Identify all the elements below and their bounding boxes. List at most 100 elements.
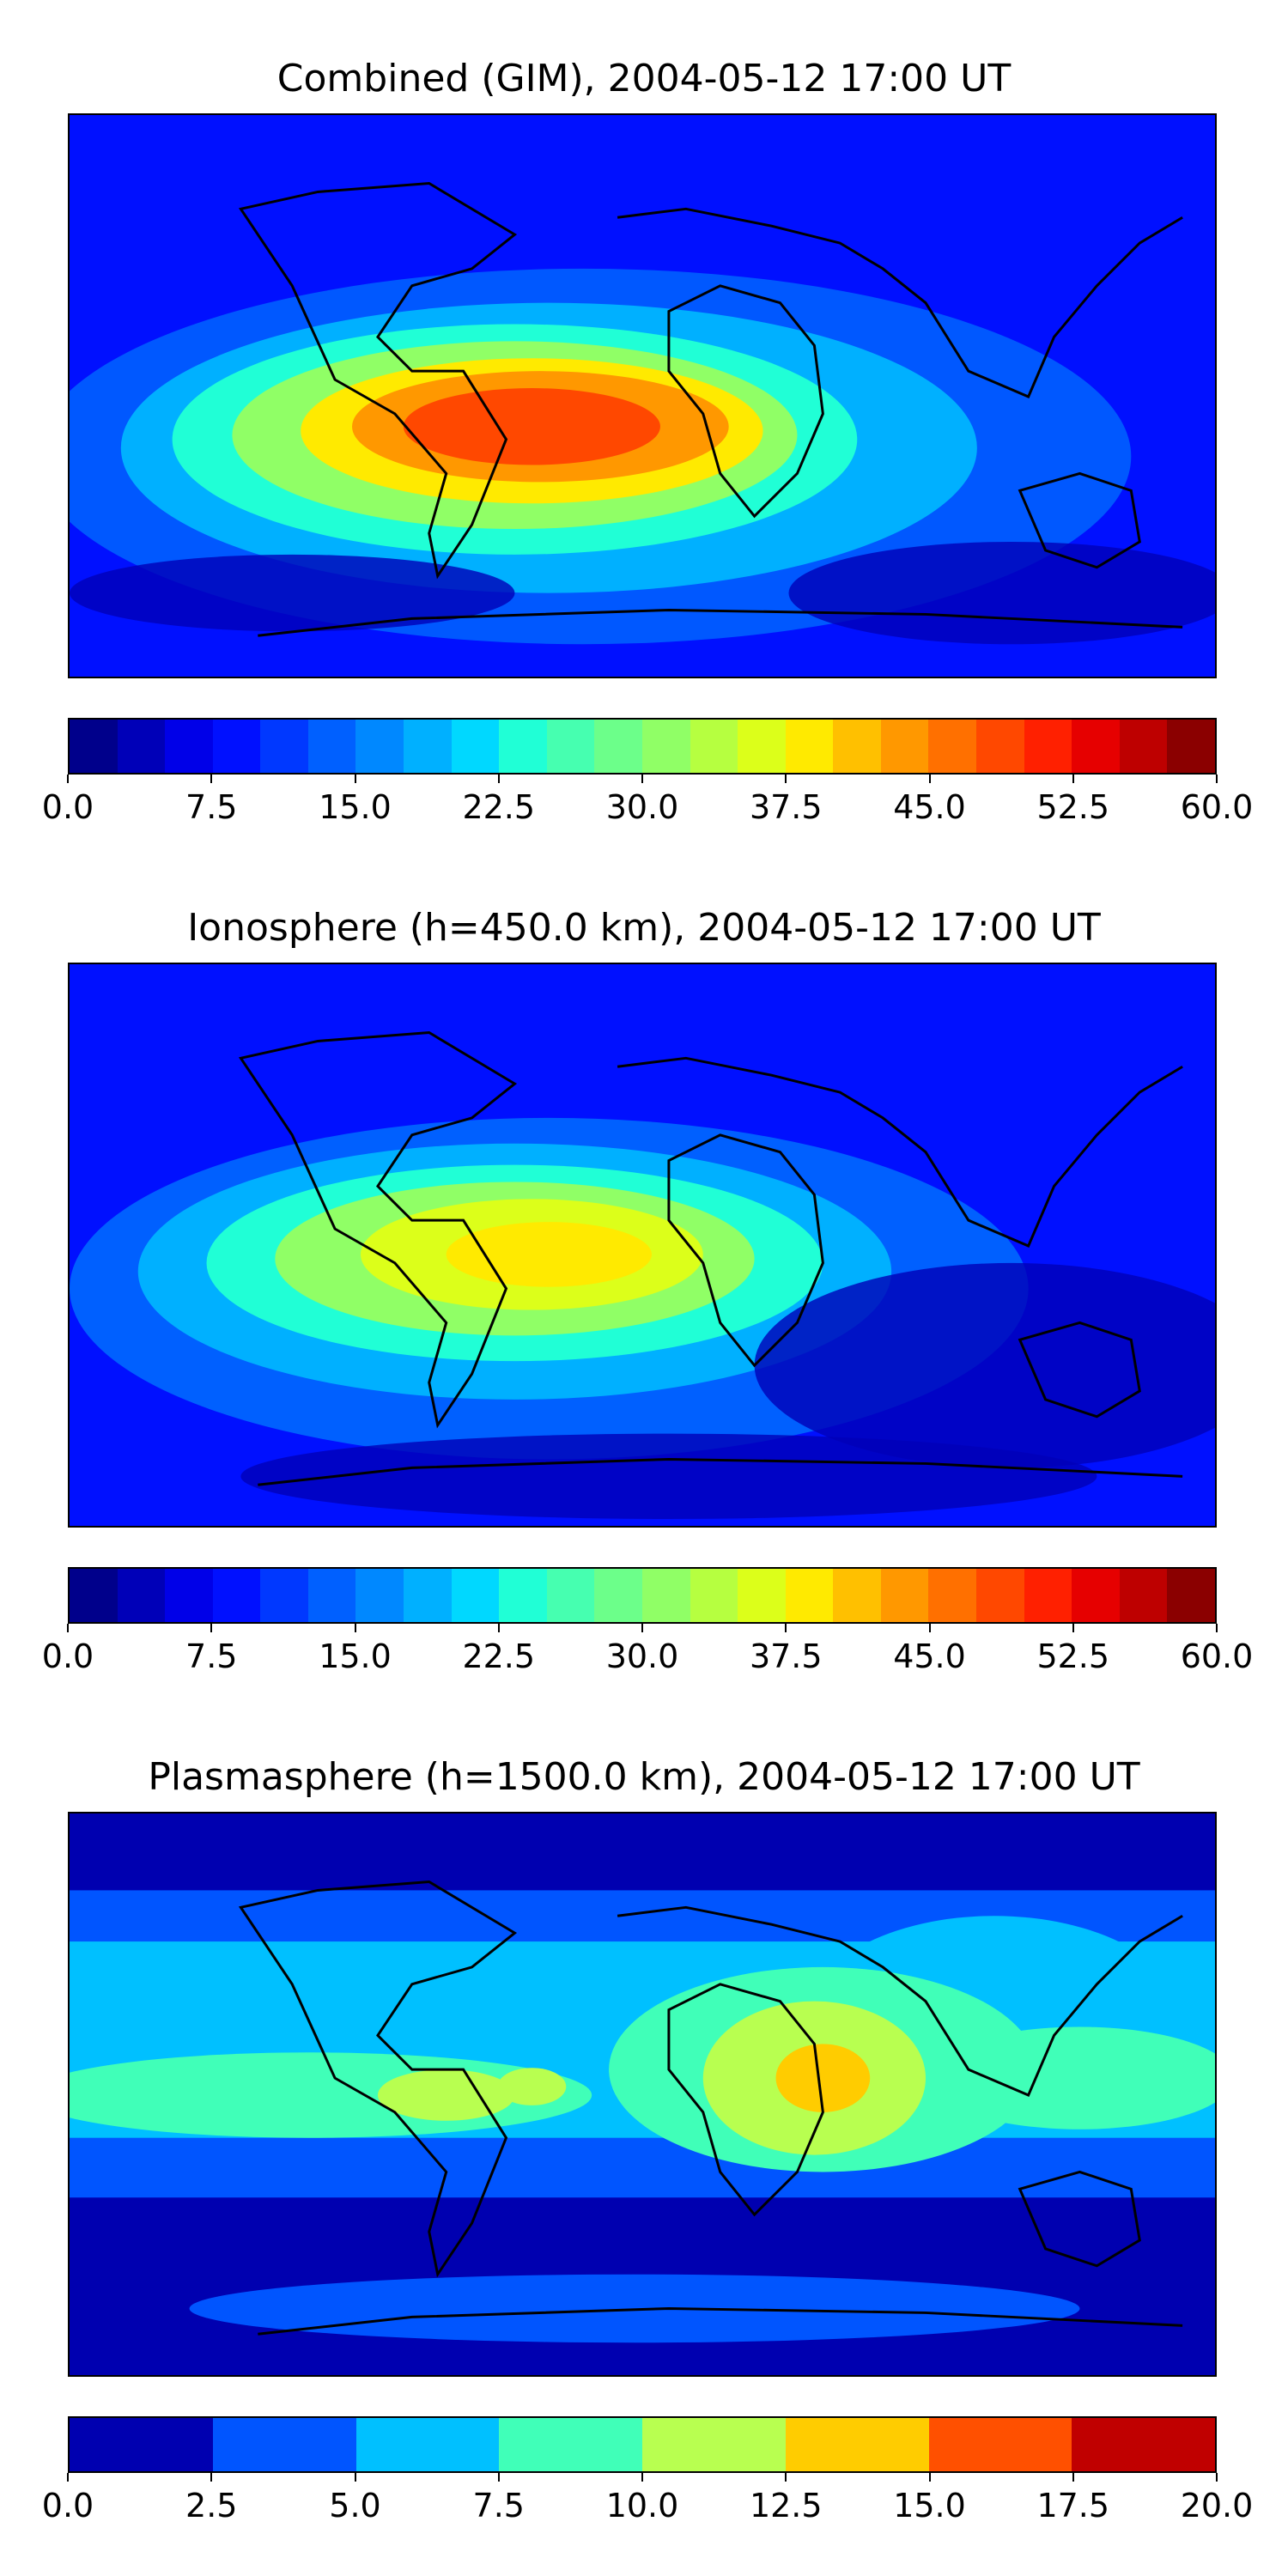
colorbar-tick-label: 7.5 xyxy=(185,788,238,826)
colorbar-segment xyxy=(212,720,261,773)
colorbar-tick-mark xyxy=(641,2473,643,2482)
colorbar-segment xyxy=(404,720,452,773)
colorbar-tick-label: 45.0 xyxy=(893,1637,966,1675)
tec-contour-map xyxy=(70,1814,1215,2375)
colorbar-tick-mark xyxy=(67,775,69,783)
colorbar-tick-label: 0.0 xyxy=(41,2487,94,2524)
colorbar-segment xyxy=(117,1569,166,1622)
colorbar-segment xyxy=(355,720,404,773)
colorbar-segment xyxy=(212,2418,356,2471)
colorbar-segment xyxy=(1167,720,1215,773)
colorbar-tick-label: 37.5 xyxy=(749,1637,823,1675)
colorbar-segment xyxy=(499,720,547,773)
colorbar-tick-label: 22.5 xyxy=(462,788,536,826)
colorbar-tick-mark xyxy=(785,2473,787,2482)
colorbar-segment xyxy=(738,720,786,773)
colorbar-segment xyxy=(690,720,738,773)
colorbar-segment xyxy=(451,720,500,773)
colorbar-tick-label: 30.0 xyxy=(605,1637,679,1675)
colorbar-tick-label: 17.5 xyxy=(1036,2487,1110,2524)
colorbar-tick-label: 37.5 xyxy=(749,788,823,826)
colorbar-segment xyxy=(499,2418,642,2471)
colorbar-segment xyxy=(307,720,356,773)
colorbar-tick-label: 30.0 xyxy=(605,788,679,826)
colorbar-segment xyxy=(70,1569,118,1622)
colorbar-tick-label: 15.0 xyxy=(893,2487,966,2524)
colorbar-tick-mark xyxy=(1072,2473,1074,2482)
colorbar-segment xyxy=(928,720,976,773)
colorbar-tick-label: 7.5 xyxy=(472,2487,525,2524)
map-plot xyxy=(68,113,1217,678)
colorbar-tick-label: 0.0 xyxy=(41,788,94,826)
colorbar-segment xyxy=(1072,720,1120,773)
colorbar-segment xyxy=(785,2418,929,2471)
colorbar-tick-label: 7.5 xyxy=(185,1637,238,1675)
colorbar-segment xyxy=(1024,720,1072,773)
colorbar-segment xyxy=(833,1569,881,1622)
colorbar-segment xyxy=(546,720,595,773)
colorbar-tick-mark xyxy=(1216,1624,1218,1632)
chart-title: Plasmasphere (h=1500.0 km), 2004-05-12 1… xyxy=(148,1755,1140,1799)
colorbar xyxy=(68,2416,1217,2473)
colorbar-segment xyxy=(690,1569,738,1622)
colorbar-tick-mark xyxy=(928,775,931,783)
colorbar-tick-mark xyxy=(1216,775,1218,783)
colorbar-segment xyxy=(880,1569,929,1622)
colorbar-segment xyxy=(785,720,834,773)
coastline-path xyxy=(238,1030,1183,1486)
colorbar-tick-mark xyxy=(928,1624,931,1632)
chart-title: Combined (GIM), 2004-05-12 17:00 UT xyxy=(276,57,1012,100)
colorbar-tick-mark xyxy=(1072,775,1074,783)
colorbar-segment xyxy=(594,1569,642,1622)
colorbar-segment xyxy=(641,720,690,773)
colorbar-segment xyxy=(928,1569,976,1622)
colorbar-segment xyxy=(1119,720,1168,773)
colorbar-segment xyxy=(212,1569,261,1622)
colorbar-tick-label: 60.0 xyxy=(1180,1637,1254,1675)
colorbar-tick-mark xyxy=(1072,1624,1074,1632)
colorbar-tick-label: 52.5 xyxy=(1036,1637,1110,1675)
colorbar-segment xyxy=(355,1569,404,1622)
colorbar-tick-label: 22.5 xyxy=(462,1637,536,1675)
colorbar-segment xyxy=(1119,1569,1168,1622)
colorbar xyxy=(68,1567,1217,1624)
colorbar-segment xyxy=(404,1569,452,1622)
colorbar-segment xyxy=(833,720,881,773)
colorbar-segment xyxy=(594,720,642,773)
colorbar-tick-mark xyxy=(641,775,643,783)
colorbar-segment xyxy=(70,720,118,773)
colorbar-segment xyxy=(975,1569,1024,1622)
colorbar-tick-label: 52.5 xyxy=(1036,788,1110,826)
colorbar-segment xyxy=(355,2418,500,2471)
map-plot xyxy=(68,963,1217,1528)
colorbar-tick-mark xyxy=(67,1624,69,1632)
coastline-path xyxy=(238,181,1183,637)
colorbar-tick-mark xyxy=(928,2473,931,2482)
colorbar-tick-mark xyxy=(1216,2473,1218,2482)
colorbar-segment xyxy=(165,1569,213,1622)
colorbar-tick-label: 5.0 xyxy=(329,2487,381,2524)
colorbar-segment xyxy=(260,1569,308,1622)
colorbar-segment xyxy=(70,2418,213,2471)
colorbar-tick-mark xyxy=(497,2473,500,2482)
coastline-path xyxy=(238,1880,1183,2336)
colorbar-segment xyxy=(260,720,308,773)
colorbar-segment xyxy=(975,720,1024,773)
colorbar-segment xyxy=(1072,1569,1120,1622)
colorbar-tick-mark xyxy=(785,1624,787,1632)
colorbar-tick-mark xyxy=(210,775,213,783)
colorbar-segment xyxy=(1072,2418,1215,2471)
colorbar-segment xyxy=(165,720,213,773)
colorbar-tick-mark xyxy=(67,2473,69,2482)
colorbar-tick-label: 12.5 xyxy=(749,2487,823,2524)
colorbar-tick-mark xyxy=(354,775,356,783)
colorbar-tick-mark xyxy=(354,1624,356,1632)
colorbar-segment xyxy=(1024,1569,1072,1622)
colorbar-tick-label: 15.0 xyxy=(319,1637,392,1675)
colorbar-segment xyxy=(880,720,929,773)
colorbar-ticks: 0.0 7.5 15.0 22.5 30.0 37.5 45.0 52.5 60.0 xyxy=(42,775,1253,826)
colorbar-segment xyxy=(307,1569,356,1622)
colorbar xyxy=(68,718,1217,775)
colorbar-tick-label: 60.0 xyxy=(1180,788,1254,826)
colorbar-ticks: 0.0 2.5 5.0 7.5 10.0 12.5 15.0 17.5 20.0 xyxy=(42,2473,1253,2524)
